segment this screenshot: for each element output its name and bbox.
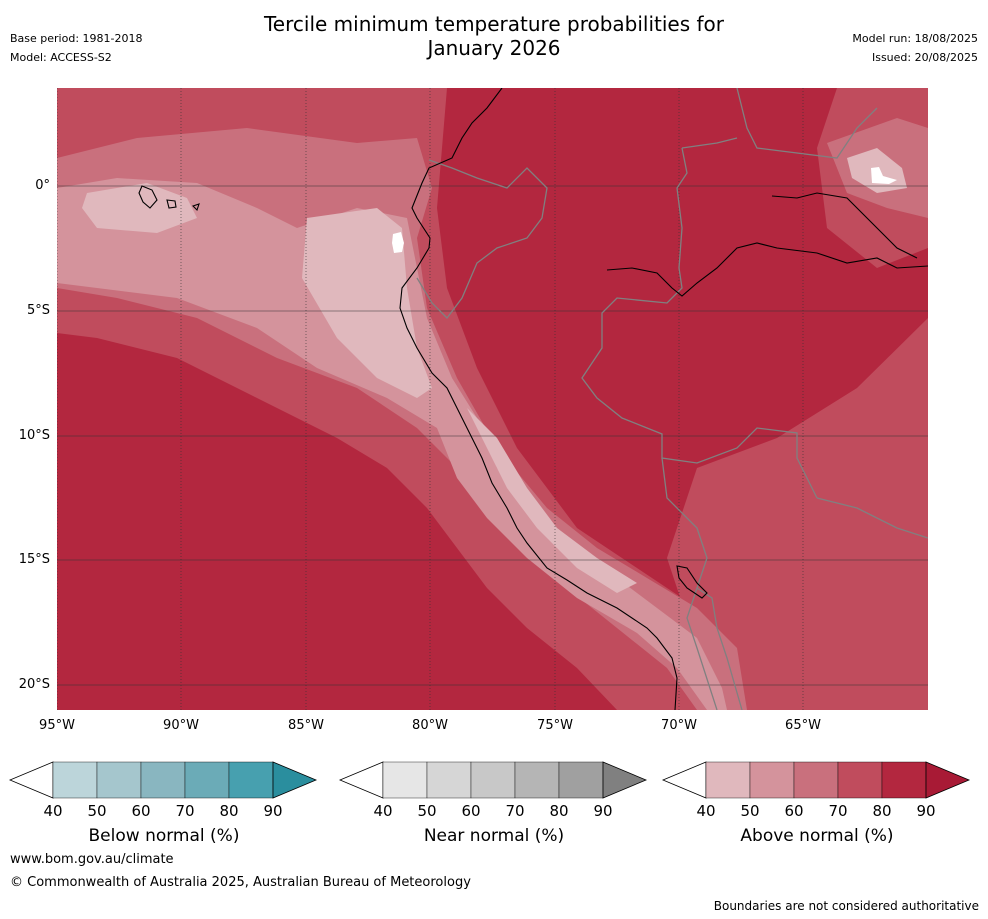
border-bolivia-chile [696, 587, 743, 710]
colorbar-segment [881, 761, 927, 799]
galapagos-island [138, 185, 158, 209]
legend-below-normal: 40 50 60 70 80 90 Below normal (%) [8, 760, 320, 850]
model-run: Model run: 18/08/2025 [852, 32, 978, 45]
colorbar-segment [705, 761, 751, 799]
colorbar-segment [470, 761, 516, 799]
colorbar-tick-label: 70 [505, 802, 525, 820]
issued-date: Issued: 20/08/2025 [871, 51, 978, 64]
colorbar-tick-label: 50 [87, 802, 107, 820]
legend-near-normal: 40 50 60 70 80 90 Near normal (%) [338, 760, 650, 850]
lon-label-80w: 80°W [412, 718, 448, 733]
lat-label-10s: 10°S [18, 428, 50, 443]
border-bolivia-paraguay [816, 497, 928, 539]
lat-label-5s: 5°S [26, 303, 50, 318]
colorbar-tick-label: 80 [219, 802, 239, 820]
colorbar-tick-label: 70 [175, 802, 195, 820]
map-title-line2: January 2026 [427, 36, 561, 60]
colorbar-tick-label: 60 [461, 802, 481, 820]
colorbar-segment [514, 761, 560, 799]
country-borders [416, 88, 928, 710]
lon-label-70w: 70°W [661, 718, 697, 733]
colorbar-tick-label: 90 [916, 802, 936, 820]
lat-label-15s: 15°S [18, 552, 50, 567]
colorbar-segment [749, 761, 795, 799]
lake-titicaca [676, 565, 708, 599]
copyright-text: © Commonwealth of Australia 2025, Austra… [10, 875, 471, 890]
coastline [138, 88, 928, 710]
border-venezuela [736, 88, 878, 159]
lat-label-20s: 20°S [18, 677, 50, 692]
colorbar-tick-label: 40 [43, 802, 63, 820]
model-name: Model: ACCESS-S2 [10, 51, 112, 64]
colorbar-tick-label: 80 [872, 802, 892, 820]
colorbar-tick-label: 50 [417, 802, 437, 820]
colorbar-segment [837, 761, 883, 799]
lat-label-0: 0° [35, 178, 50, 193]
border-peru-bolivia [661, 457, 718, 710]
colorbar-above-ticks: 40 50 60 70 80 90 [661, 802, 973, 822]
map-title-line1: Tercile minimum temperature probabilitie… [263, 12, 725, 36]
map-title: Tercile minimum temperature probabilitie… [0, 12, 988, 60]
map-svg [57, 88, 928, 710]
colorbar-max-arrow [602, 761, 648, 799]
base-period: Base period: 1981-2018 [10, 32, 143, 45]
lon-label-90w: 90°W [163, 718, 199, 733]
border-colombia-peru [416, 159, 548, 319]
colorbar-segment [793, 761, 839, 799]
colorbar-below-ticks: 40 50 60 70 80 90 [8, 802, 320, 822]
galapagos-island-2 [166, 199, 177, 209]
legend-title-above: Above normal (%) [740, 826, 894, 846]
colorbar-tick-label: 50 [740, 802, 760, 820]
galapagos-island-3 [191, 203, 200, 212]
border-brazil-west [581, 147, 818, 499]
colorbar-segment [96, 761, 142, 799]
colorbar-max-arrow [925, 761, 971, 799]
colorbar-near-ticks: 40 50 60 70 80 90 [338, 802, 650, 822]
colorbar-tick-label: 60 [784, 802, 804, 820]
lon-label-65w: 65°W [785, 718, 821, 733]
andes-core-40 [467, 408, 637, 593]
legend-title-near: Near normal (%) [423, 826, 565, 846]
colorbar-min-arrow [8, 761, 54, 799]
colorbar-segment [140, 761, 186, 799]
graticule [57, 88, 928, 710]
colorbar-tick-label: 80 [549, 802, 569, 820]
lon-label-85w: 85°W [288, 718, 324, 733]
rio-negro [771, 192, 918, 259]
white-spot-northeast [871, 167, 897, 184]
coast-core-40 [302, 208, 432, 398]
colorbar-segment [52, 761, 98, 799]
colorbar-tick-label: 40 [696, 802, 716, 820]
lon-label-75w: 75°W [537, 718, 573, 733]
colorbar-tick-label: 70 [828, 802, 848, 820]
colorbar-min-arrow [338, 761, 384, 799]
southeast-band-70 [667, 318, 928, 710]
legend-above-normal: 40 50 60 70 80 90 Above normal (%) [661, 760, 973, 850]
probability-map [57, 88, 928, 710]
boundary-disclaimer: Boundaries are not considered authoritat… [713, 899, 979, 913]
colorbar-segment [228, 761, 274, 799]
colorbar-tick-label: 90 [593, 802, 613, 820]
colorbar-tick-label: 90 [263, 802, 283, 820]
colorbar-tick-label: 40 [373, 802, 393, 820]
ocean-core-40 [82, 183, 197, 233]
colorbar-max-arrow [272, 761, 318, 799]
colorbar-below [8, 761, 318, 799]
colorbar-segment [382, 761, 428, 799]
colorbar-tick-label: 60 [131, 802, 151, 820]
colorbar-min-arrow [661, 761, 707, 799]
colorbar-segment [558, 761, 604, 799]
amazon-river [606, 242, 928, 297]
website-link[interactable]: www.bom.gov.au/climate [10, 852, 174, 867]
colorbar-above [661, 761, 971, 799]
border-colombia-brazil [681, 137, 738, 149]
colorbar-near [338, 761, 648, 799]
legend-title-below: Below normal (%) [88, 826, 240, 846]
lon-label-95w: 95°W [39, 718, 75, 733]
white-spot-coast [392, 232, 404, 253]
colorbar-segment [184, 761, 230, 799]
colorbar-segment [426, 761, 472, 799]
coast-ecuador-peru-chile [399, 88, 678, 710]
